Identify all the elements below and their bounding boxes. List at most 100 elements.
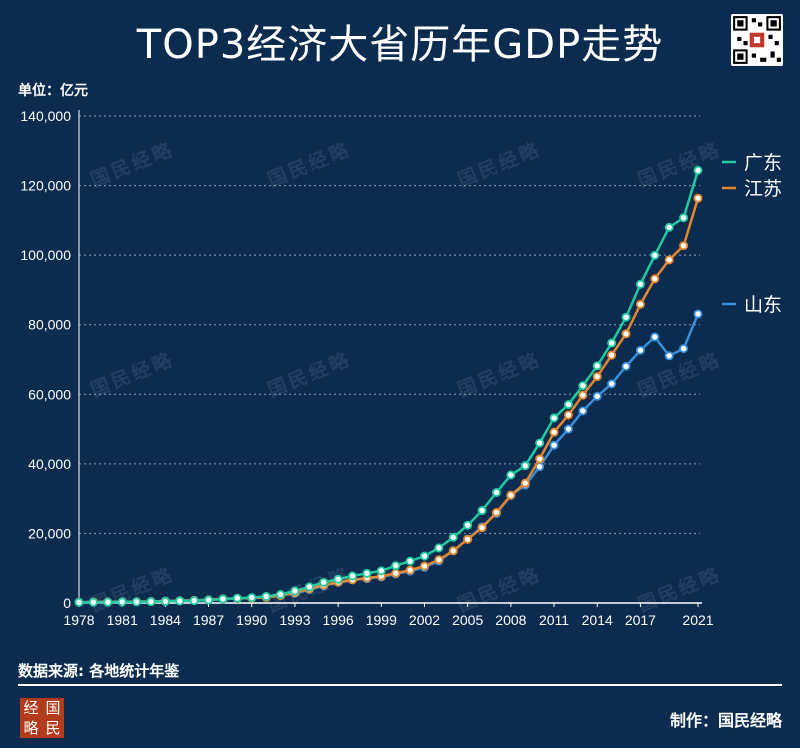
- data-point: [160, 596, 170, 606]
- data-point: [693, 165, 703, 175]
- data-point: [621, 312, 631, 322]
- data-point: [477, 506, 487, 516]
- logo-char: 经: [23, 699, 39, 717]
- data-point: [650, 250, 660, 260]
- data-point: [419, 561, 429, 571]
- x-tick-label: 2017: [625, 612, 656, 628]
- data-point: [261, 591, 271, 601]
- y-axis-unit-label: 单位：亿元: [18, 83, 88, 99]
- data-point: [391, 561, 401, 571]
- y-tick-label: 20,000: [28, 525, 71, 541]
- data-source: 数据来源: 各地统计年鉴: [18, 662, 180, 680]
- data-point: [405, 556, 415, 566]
- data-point: [650, 274, 660, 284]
- data-point: [635, 345, 645, 355]
- series-line-2: [78, 313, 700, 604]
- data-point: [592, 372, 602, 382]
- series-line-1: [78, 197, 700, 604]
- data-point: [448, 546, 458, 556]
- data-point: [491, 487, 501, 497]
- data-point: [664, 351, 674, 361]
- data-point: [218, 594, 228, 604]
- legend-label: 江苏: [744, 178, 782, 200]
- chart-maker: 制作：国民经略: [669, 711, 782, 730]
- x-tick-label: 1993: [279, 612, 310, 628]
- data-point: [592, 391, 602, 401]
- x-tick-label: 2021: [682, 612, 713, 628]
- data-point: [506, 470, 516, 480]
- data-point: [175, 596, 185, 606]
- data-point: [607, 338, 617, 348]
- data-point: [491, 507, 501, 517]
- footer-divider: [18, 684, 782, 686]
- x-tick-label: 1987: [193, 612, 224, 628]
- data-point: [506, 490, 516, 500]
- x-tick-label: 1981: [107, 612, 138, 628]
- data-point: [103, 597, 113, 607]
- data-point: [204, 595, 214, 605]
- data-point: [607, 379, 617, 389]
- data-point: [535, 454, 545, 464]
- data-point: [607, 350, 617, 360]
- legend-label: 广东: [744, 152, 782, 174]
- logo-char: 略: [23, 719, 39, 737]
- x-tick-label: 1999: [366, 612, 397, 628]
- data-point: [578, 381, 588, 391]
- data-point: [117, 597, 127, 607]
- data-point: [189, 596, 199, 606]
- data-point: [679, 344, 689, 354]
- data-point: [635, 299, 645, 309]
- data-point: [132, 597, 142, 607]
- data-point: [434, 555, 444, 565]
- data-point: [549, 427, 559, 437]
- data-point: [664, 222, 674, 232]
- data-point: [664, 255, 674, 265]
- data-point: [679, 241, 689, 251]
- data-point: [348, 571, 358, 581]
- data-point: [463, 520, 473, 530]
- x-tick-label: 1978: [63, 612, 94, 628]
- y-tick-label: 0: [63, 595, 71, 611]
- data-point: [376, 566, 386, 576]
- y-tick-label: 100,000: [20, 247, 71, 263]
- data-point: [290, 586, 300, 596]
- data-point: [592, 361, 602, 371]
- x-tick-label: 2011: [539, 612, 569, 628]
- chart-title: TOP3经济大省历年GDP走势: [136, 22, 664, 68]
- data-point: [563, 424, 573, 434]
- data-point: [304, 582, 314, 592]
- y-tick-label: 80,000: [28, 317, 71, 333]
- gdp-line-chart: 0 20,000 40,000 60,000 80,000 100,000 120,000 1…: [20, 108, 782, 628]
- x-tick-label: 1984: [150, 612, 181, 628]
- data-point: [549, 440, 559, 450]
- data-point: [405, 565, 415, 575]
- data-point: [635, 279, 645, 289]
- data-point: [232, 593, 242, 603]
- data-point: [578, 390, 588, 400]
- legend-label: 山东: [744, 294, 782, 316]
- data-point: [693, 193, 703, 203]
- data-point: [362, 568, 372, 578]
- data-point: [520, 461, 530, 471]
- data-point: [319, 577, 329, 587]
- logo-char: 国: [45, 699, 61, 717]
- data-point: [463, 534, 473, 544]
- data-point: [419, 551, 429, 561]
- brand-logo: 经 国 略 民: [20, 698, 64, 738]
- data-point: [88, 597, 98, 607]
- data-point: [448, 532, 458, 542]
- qr-code-icon: [731, 14, 783, 66]
- x-tick-label: 2002: [409, 612, 440, 628]
- data-point: [621, 329, 631, 339]
- y-tick-label: 40,000: [28, 456, 71, 472]
- x-tick-label: 2014: [582, 612, 613, 628]
- x-tick-label: 2005: [452, 612, 483, 628]
- x-tick-label: 2008: [495, 612, 526, 628]
- data-point: [333, 574, 343, 584]
- x-tick-label: 1990: [236, 612, 267, 628]
- data-point: [276, 589, 286, 599]
- data-point: [693, 309, 703, 319]
- data-point: [621, 361, 631, 371]
- data-point: [549, 413, 559, 423]
- data-point: [520, 478, 530, 488]
